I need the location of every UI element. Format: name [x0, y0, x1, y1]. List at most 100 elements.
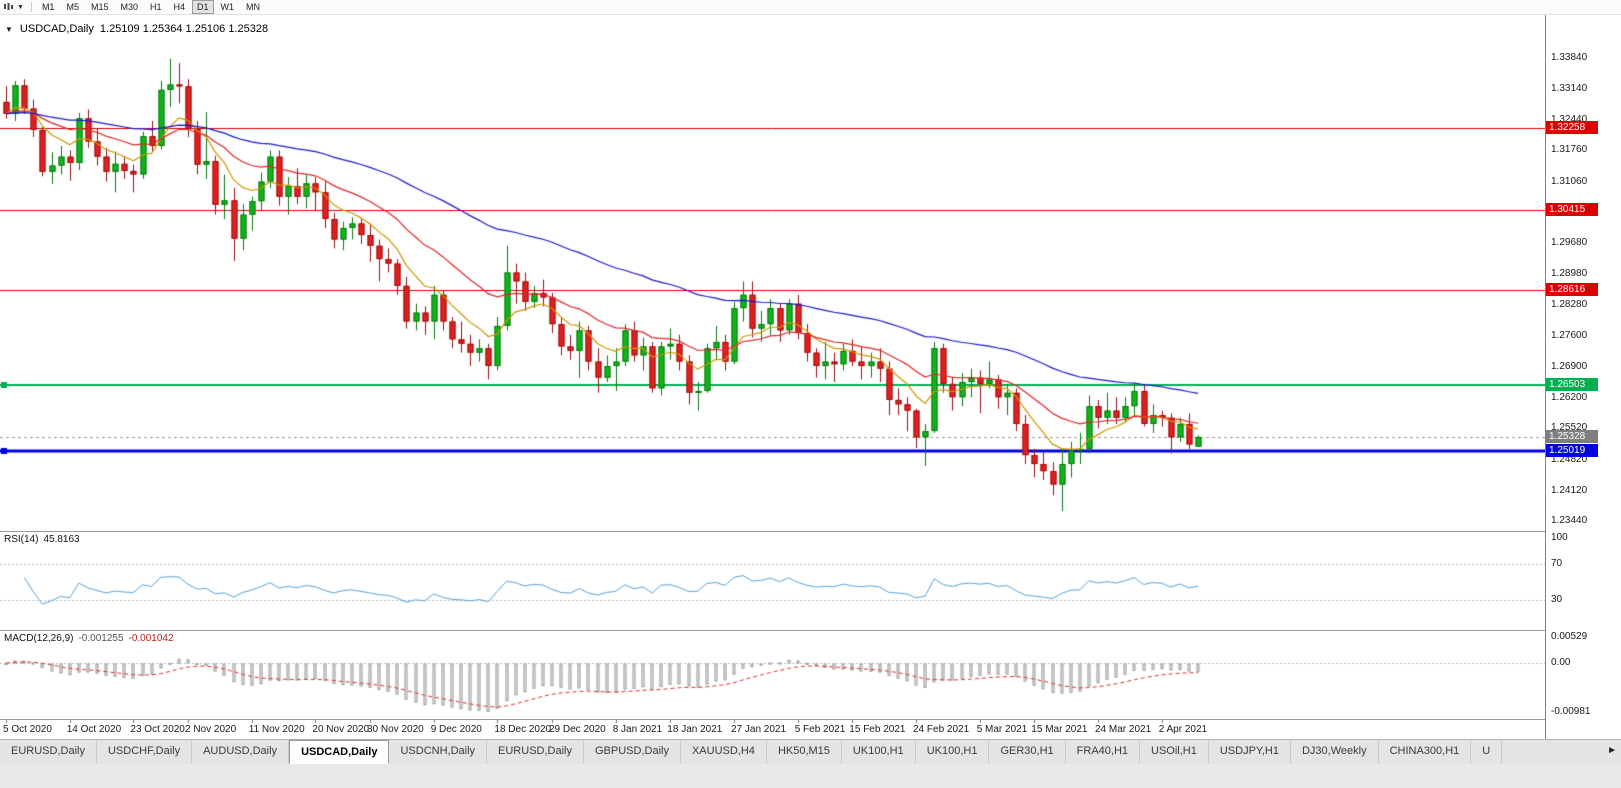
- date-axis-label: 29 Dec 2020: [549, 724, 606, 735]
- price-axis-label: 1.23440: [1551, 515, 1588, 527]
- chart-tab-u[interactable]: U: [1471, 740, 1503, 764]
- chart-ohlc-values: 1.25109 1.25364 1.25106 1.25328: [99, 23, 269, 35]
- date-axis-label: 8 Jan 2021: [612, 724, 663, 735]
- timeframe-button-d1[interactable]: D1: [192, 0, 214, 14]
- macd-signal-value: -0.001042: [128, 633, 174, 644]
- price-axis-label: 1.24120: [1551, 484, 1588, 496]
- rsi-value: 45.8163: [43, 534, 80, 545]
- rsi-axis-label: 30: [1551, 593, 1563, 605]
- chart-tab-usdjpy-h1[interactable]: USDJPY,H1: [1208, 740, 1291, 764]
- date-axis-label: 27 Jan 2021: [731, 724, 787, 735]
- date-axis-separator: [0, 719, 1621, 720]
- price-axis-label: 1.24820: [1551, 453, 1588, 465]
- price-axis-label: 1.31760: [1551, 144, 1588, 156]
- rsi-axis-label: 100: [1551, 532, 1568, 543]
- current-price-tag: 1.25328: [1546, 429, 1598, 443]
- chart-dropdown-arrow-icon[interactable]: ▼: [17, 3, 24, 11]
- price-axis-label: 1.25520: [1551, 422, 1588, 434]
- date-axis-label: 18 Dec 2020: [494, 724, 552, 735]
- hline-price-tag: 1.32258: [1546, 121, 1598, 135]
- hline-price-tag: 1.25019: [1546, 443, 1598, 457]
- hline-price-tag: 1.28616: [1546, 283, 1598, 297]
- hline-price-tag: 1.26503: [1546, 377, 1598, 391]
- date-axis-label: 14 Oct 2020: [66, 724, 122, 735]
- chart-workspace: ▼ USDCAD,Daily 1.25109 1.25364 1.25106 1…: [0, 15, 1621, 739]
- price-axis-label: 1.33140: [1551, 82, 1588, 94]
- date-axis-label: 15 Mar 2021: [1031, 724, 1088, 735]
- chart-tab-ger30-h1[interactable]: GER30,H1: [989, 740, 1066, 764]
- timeframe-button-h1[interactable]: H1: [150, 2, 162, 12]
- timeframe-button-h4[interactable]: H4: [173, 2, 186, 12]
- toolbar-separator: [30, 2, 32, 12]
- chart-tab-hk50-m15[interactable]: HK50,M15: [766, 740, 842, 764]
- panel-separator-macd[interactable]: [0, 630, 1621, 631]
- hline-price-tag: 1.30415: [1546, 203, 1598, 217]
- chart-tabs: EURUSD,Daily USDCHF,Daily AUDUSD,Daily USDC…: [0, 740, 1621, 764]
- date-axis-label: 9 Dec 2020: [430, 724, 482, 735]
- macd-axis-label: 0.00: [1551, 657, 1571, 668]
- chart-tab-gbpusd-daily[interactable]: GBPUSD,Daily: [584, 740, 681, 764]
- macd-axis-label: -0.00981: [1551, 705, 1591, 717]
- price-axis-label: 1.32440: [1551, 114, 1588, 126]
- chart-tab-audusd-daily[interactable]: AUDUSD,Daily: [192, 740, 290, 764]
- chart-title: ▼ USDCAD,Daily 1.25109 1.25364 1.25106 1…: [5, 23, 268, 35]
- chart-tab-usdcnh-daily[interactable]: USDCNH,Daily: [389, 740, 488, 764]
- chart-tab-eurusd-daily[interactable]: EURUSD,Daily: [0, 740, 97, 764]
- date-axis-label: 20 Nov 2020: [312, 724, 370, 735]
- timeframe-button-w1[interactable]: W1: [220, 2, 235, 12]
- chart-tab-uk100-h1[interactable]: UK100,H1: [841, 740, 916, 764]
- chart-tab-dj30-weekly[interactable]: DJ30,Weekly: [1290, 740, 1379, 764]
- chart-tab-xauusd-h4[interactable]: XAUUSD,H4: [680, 740, 767, 764]
- timeframe-buttons: M1 M5 M15 M30 H1 H4 D1 W1 MN: [37, 0, 265, 14]
- date-axis-label: 5 Feb 2021: [794, 724, 846, 735]
- date-axis[interactable]: 5 Oct 2020 14 Oct 2020 23 Oct 2020 2 Nov 20…: [0, 720, 1545, 739]
- top-toolbar: ▼ M1 M5 M15 M30 H1 H4 D1 W1 MN: [0, 0, 1621, 15]
- chart-tab-usdchf-daily[interactable]: USDCHF,Daily: [96, 740, 193, 764]
- chart-tab-bar: EURUSD,Daily USDCHF,Daily AUDUSD,Daily USDC…: [0, 739, 1621, 788]
- macd-name: MACD(12,26,9): [4, 633, 74, 644]
- tab-scroll-right-icon[interactable]: ►: [1607, 745, 1617, 756]
- timeframe-button-m5[interactable]: M5: [66, 2, 79, 12]
- date-axis-label: 15 Feb 2021: [849, 724, 906, 735]
- rsi-name: RSI(14): [4, 534, 39, 545]
- chart-tab-fra40-h1[interactable]: FRA40,H1: [1065, 740, 1141, 764]
- timeframe-button-mn[interactable]: MN: [246, 2, 261, 12]
- date-axis-label: 24 Mar 2021: [1095, 724, 1152, 735]
- date-axis-label: 2 Nov 2020: [185, 724, 237, 735]
- timeframe-button-m15[interactable]: M15: [90, 2, 109, 12]
- date-axis-label: 23 Oct 2020: [130, 724, 185, 735]
- chart-tab-china300-h1[interactable]: CHINA300,H1: [1378, 740, 1472, 764]
- date-axis-label: 2 Apr 2021: [1158, 724, 1208, 735]
- chart-tab-usdcad-daily[interactable]: USDCAD,Daily: [289, 740, 390, 764]
- date-axis-label: 5 Oct 2020: [3, 724, 52, 735]
- one-click-trading-arrow-icon[interactable]: ▼: [5, 24, 13, 34]
- price-axis-label: 1.29680: [1551, 237, 1588, 249]
- date-axis-label: 5 Mar 2021: [976, 724, 1028, 735]
- rsi-indicator-label: RSI(14) 45.8163: [4, 534, 80, 545]
- date-axis-label: 24 Feb 2021: [913, 724, 970, 735]
- macd-axis-label: 0.00529: [1551, 630, 1588, 642]
- timeframe-button-m30[interactable]: M30: [120, 2, 138, 12]
- chart-tab-eurusd-daily[interactable]: EURUSD,Daily: [487, 740, 584, 764]
- macd-main-value: -0.001255: [78, 633, 124, 644]
- panel-separator-rsi[interactable]: [0, 531, 1621, 532]
- price-axis-label: 1.33840: [1551, 51, 1588, 63]
- date-axis-label: 11 Nov 2020: [248, 724, 305, 735]
- chart-type-icon[interactable]: [3, 2, 14, 12]
- price-axis-label: 1.26200: [1551, 392, 1588, 404]
- macd-indicator-label: MACD(12,26,9) -0.001255 -0.001042: [4, 633, 174, 644]
- price-axis[interactable]: 1.338401.331401.324401.317601.310601.303…: [1545, 15, 1621, 739]
- price-axis-label: 1.27600: [1551, 329, 1588, 341]
- rsi-axis-label: 70: [1551, 558, 1563, 570]
- price-axis-label: 1.26900: [1551, 360, 1588, 372]
- date-axis-label: 18 Jan 2021: [667, 724, 723, 735]
- main-chart-canvas[interactable]: [0, 15, 1545, 739]
- price-axis-label: 1.28980: [1551, 268, 1588, 280]
- price-axis-label: 1.28280: [1551, 299, 1588, 311]
- chart-symbol-label: USDCAD,Daily: [19, 23, 94, 35]
- timeframe-button-m1[interactable]: M1: [41, 2, 55, 12]
- chart-tab-uk100-h1[interactable]: UK100,H1: [915, 740, 990, 764]
- price-axis-label: 1.31060: [1551, 175, 1588, 187]
- chart-tab-usoil-h1[interactable]: USOil,H1: [1140, 740, 1209, 764]
- date-axis-label: 30 Nov 2020: [367, 724, 424, 735]
